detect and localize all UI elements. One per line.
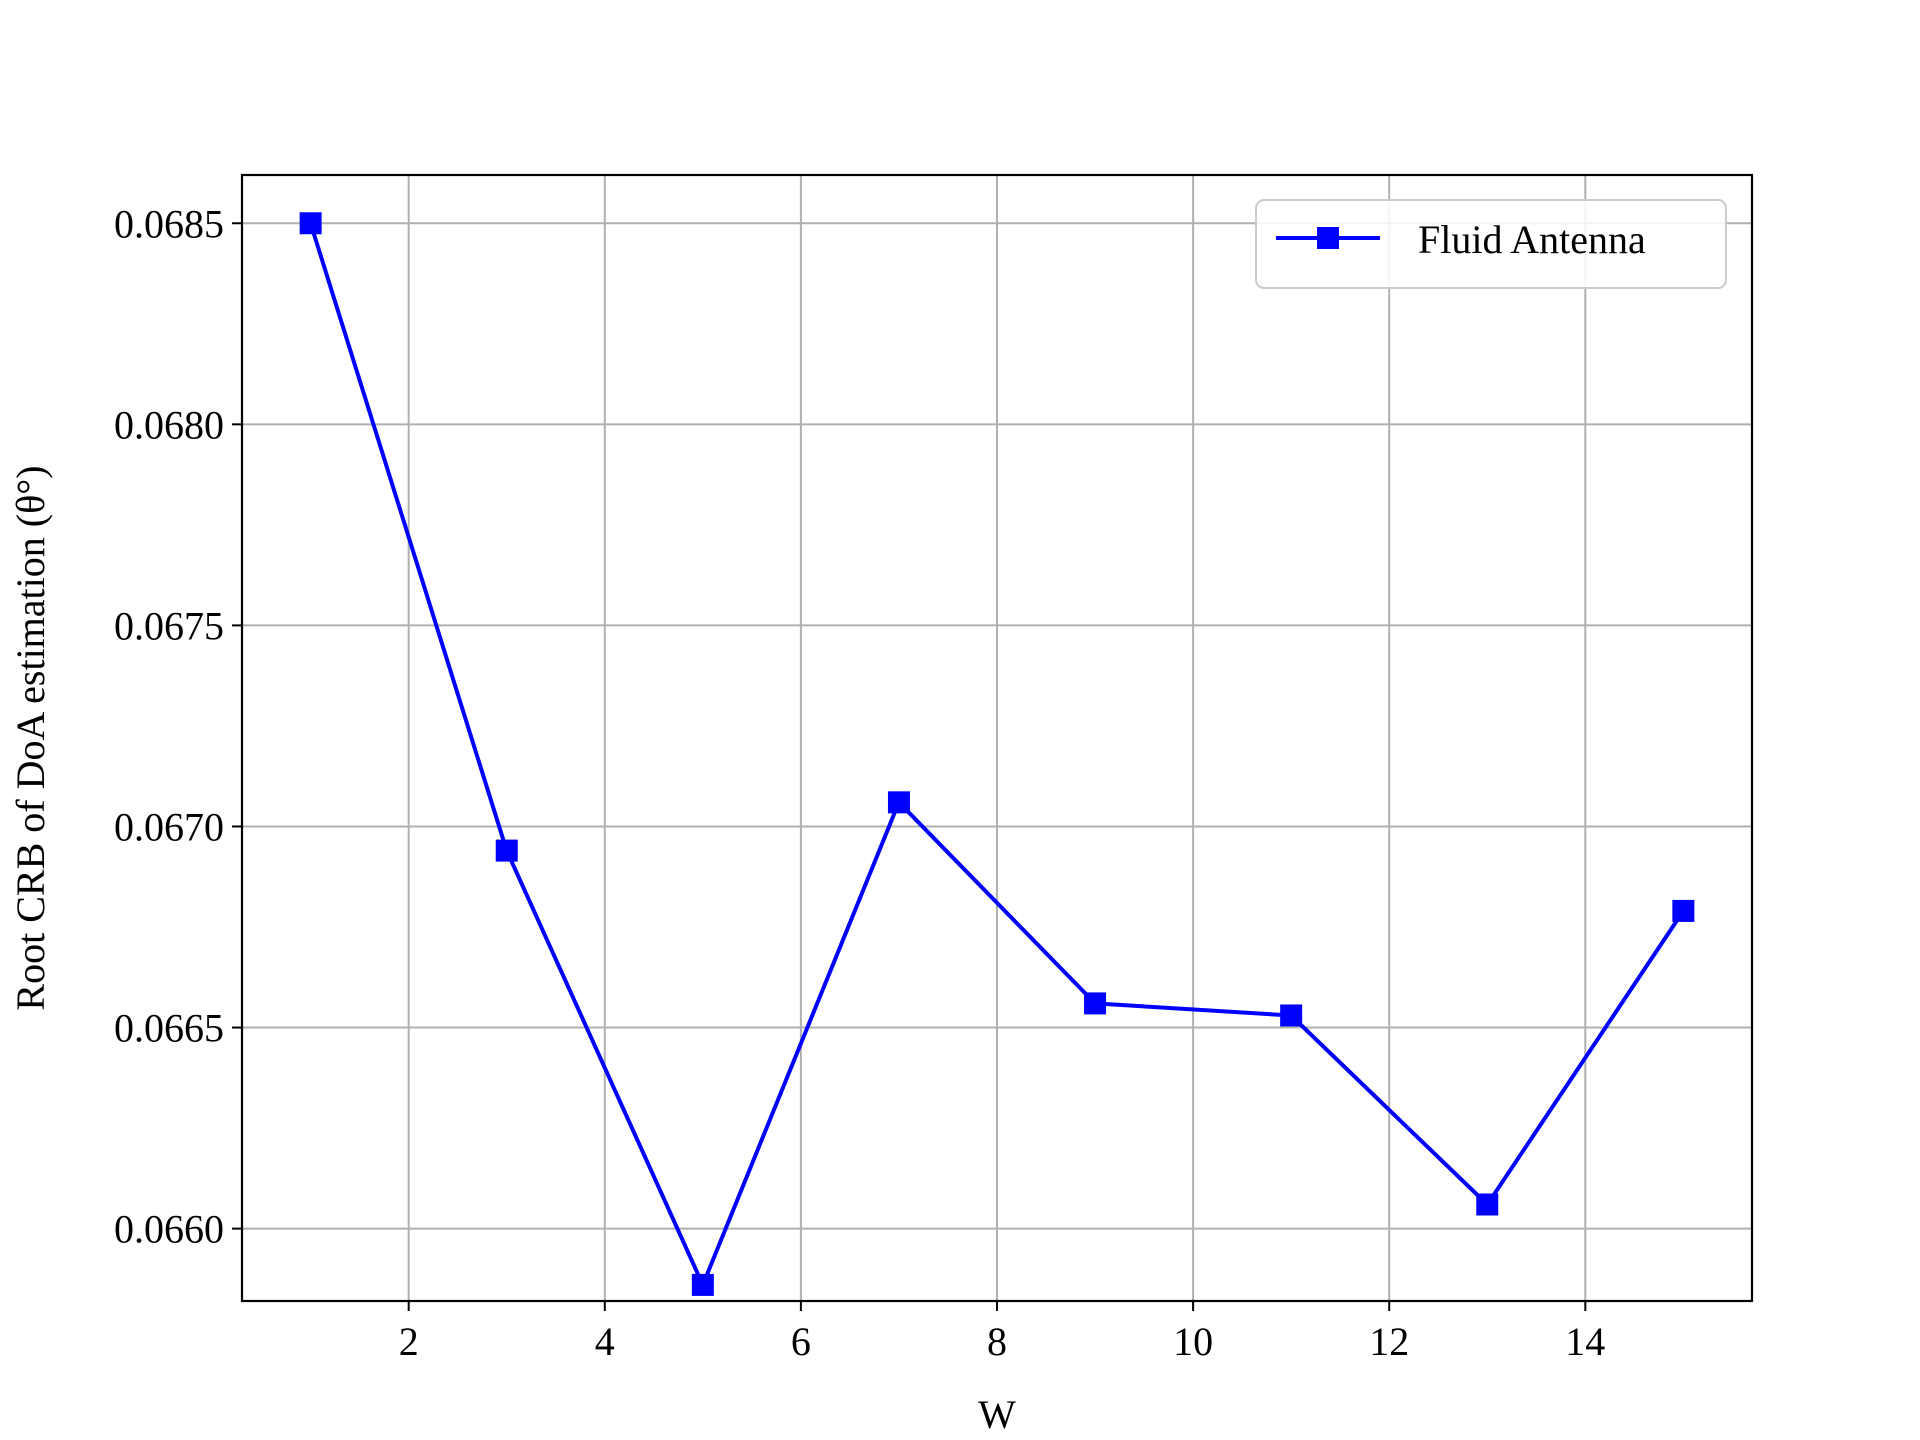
x-axis-label: W: [978, 1392, 1016, 1437]
x-tick-label: 8: [987, 1319, 1007, 1364]
y-tick-label: 0.0680: [114, 402, 224, 447]
x-axis-ticks: 2 4 6 8 10 12 14: [399, 1301, 1605, 1364]
y-tick-label: 0.0660: [114, 1207, 224, 1252]
x-tick-label: 14: [1565, 1319, 1605, 1364]
series-layer: [299, 212, 1695, 1296]
x-tick-label: 2: [399, 1319, 419, 1364]
data-point-marker: [887, 791, 910, 814]
data-point-marker: [1672, 899, 1695, 922]
y-axis-ticks: 0.0660 0.0665 0.0670 0.0675 0.0680 0.0685: [114, 201, 242, 1252]
data-point-marker: [691, 1273, 714, 1296]
legend: Fluid Antenna: [1255, 199, 1727, 289]
y-tick-label: 0.0685: [114, 201, 224, 246]
x-tick-label: 6: [791, 1319, 811, 1364]
data-point-marker: [495, 839, 518, 862]
y-tick-label: 0.0670: [114, 804, 224, 849]
x-tick-label: 10: [1173, 1319, 1213, 1364]
legend-marker-fluid-antenna: [1317, 227, 1339, 249]
legend-box: [1255, 199, 1727, 289]
data-point-marker: [1084, 992, 1107, 1015]
legend-label-fluid-antenna: Fluid Antenna: [1418, 217, 1646, 262]
data-point-marker: [1476, 1193, 1499, 1216]
data-point-marker: [299, 212, 322, 235]
y-tick-label: 0.0675: [114, 603, 224, 648]
y-tick-label: 0.0665: [114, 1006, 224, 1051]
data-point-marker: [1280, 1004, 1303, 1027]
grid: [242, 175, 1752, 1301]
y-axis-label: Root CRB of DoA estimation (θ°): [8, 465, 53, 1010]
series-line-fluid-antenna: [308, 222, 1686, 1287]
x-tick-label: 12: [1369, 1319, 1409, 1364]
x-tick-label: 4: [595, 1319, 615, 1364]
